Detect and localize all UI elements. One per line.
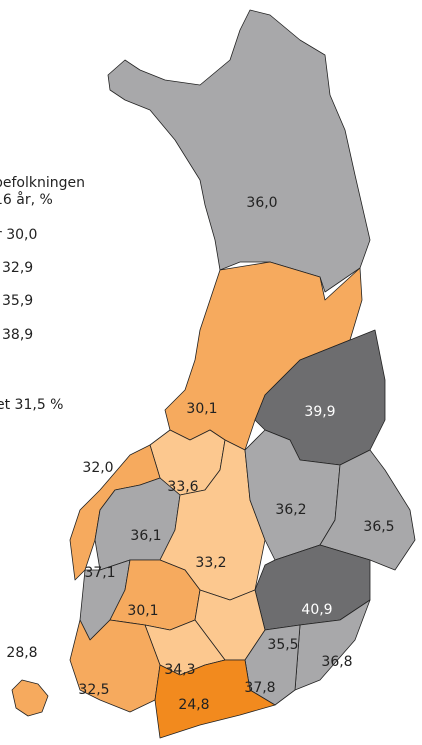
legend-item: 32,9 xyxy=(2,260,33,276)
legend-item: 35,9 xyxy=(2,293,33,309)
region-label: 36,5 xyxy=(363,519,394,535)
region-label: 39,9 xyxy=(304,404,335,420)
region-label: 30,1 xyxy=(186,401,217,417)
region-label: 30,1 xyxy=(127,603,158,619)
legend-note: et 31,5 % xyxy=(0,397,63,413)
labels: 36,0 30,1 39,9 33,6 32,0 36,1 33,2 36,2 36,5 40,9… xyxy=(6,195,394,713)
region-label: 28,8 xyxy=(6,645,37,661)
region-label: 24,8 xyxy=(178,697,209,713)
region-label: 36,8 xyxy=(321,654,352,670)
region-label: 33,2 xyxy=(195,555,226,571)
regions xyxy=(11,9,416,739)
region xyxy=(11,679,49,717)
region xyxy=(154,659,276,739)
region-label: 33,6 xyxy=(167,479,198,495)
region xyxy=(69,619,161,713)
legend-item: r 30,0 xyxy=(0,227,37,243)
region-label: 32,5 xyxy=(78,682,109,698)
region xyxy=(319,449,416,571)
region-label: 40,9 xyxy=(301,602,332,618)
region-label: 37,1 xyxy=(84,565,115,581)
region-label: 37,8 xyxy=(244,680,275,696)
legend: befolkningen 16 år, % r 30,0 32,9 35,9 3… xyxy=(0,175,85,413)
legend-title: 16 år, % xyxy=(0,191,53,208)
region-label: 32,0 xyxy=(82,460,113,476)
legend-title: befolkningen xyxy=(0,175,85,191)
legend-item: 38,9 xyxy=(2,327,33,343)
region-label: 35,5 xyxy=(267,637,298,653)
region-label: 34,3 xyxy=(164,662,195,678)
region-label: 36,2 xyxy=(275,502,306,518)
region-label: 36,0 xyxy=(246,195,277,211)
region xyxy=(107,9,371,293)
region-label: 36,1 xyxy=(130,528,161,544)
